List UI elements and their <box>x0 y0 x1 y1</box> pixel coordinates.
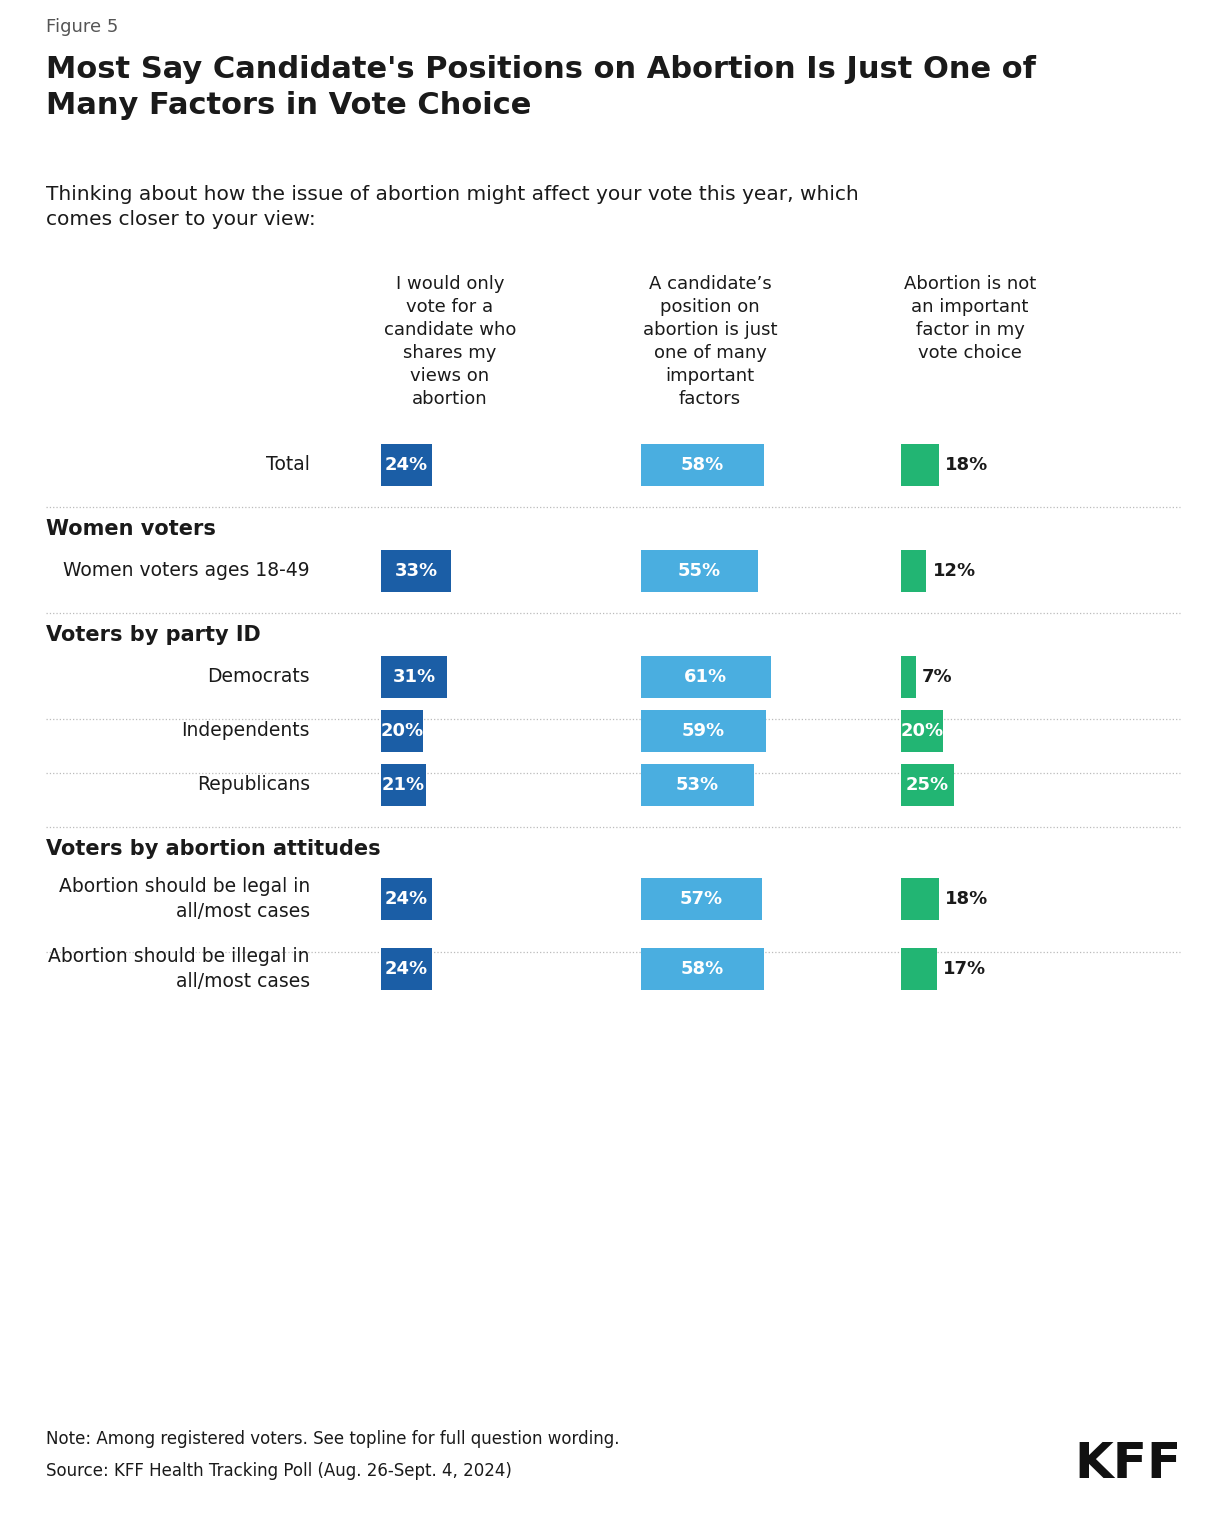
Text: Voters by abortion attitudes: Voters by abortion attitudes <box>46 839 381 859</box>
Text: 7%: 7% <box>922 668 953 686</box>
Text: Total: Total <box>266 455 310 475</box>
Bar <box>640 879 762 920</box>
Text: I would only
vote for a
candidate who
shares my
views on
abortion: I would only vote for a candidate who sh… <box>384 275 516 408</box>
Text: 24%: 24% <box>386 889 428 908</box>
Bar <box>902 711 943 752</box>
Text: Figure 5: Figure 5 <box>46 18 118 37</box>
Text: 21%: 21% <box>382 776 425 795</box>
Text: Abortion should be legal in
all/most cases: Abortion should be legal in all/most cas… <box>59 877 310 921</box>
Text: 17%: 17% <box>943 960 986 978</box>
Text: 55%: 55% <box>678 562 721 581</box>
Text: 53%: 53% <box>676 776 719 795</box>
Text: Women voters ages 18-49: Women voters ages 18-49 <box>63 561 310 581</box>
Text: 18%: 18% <box>946 889 988 908</box>
Text: 24%: 24% <box>386 455 428 474</box>
Text: 61%: 61% <box>684 668 727 686</box>
Text: 12%: 12% <box>932 562 976 581</box>
Text: 18%: 18% <box>946 455 988 474</box>
Bar <box>381 947 432 990</box>
Text: 20%: 20% <box>381 723 423 740</box>
Bar <box>381 656 447 698</box>
Bar <box>902 656 916 698</box>
Bar <box>381 445 432 486</box>
Bar <box>381 550 451 591</box>
Text: 58%: 58% <box>681 455 725 474</box>
Text: 59%: 59% <box>682 723 725 740</box>
Bar <box>640 656 771 698</box>
Bar <box>640 947 764 990</box>
Text: 24%: 24% <box>386 960 428 978</box>
Text: Abortion should be illegal in
all/most cases: Abortion should be illegal in all/most c… <box>49 947 310 990</box>
Text: Republicans: Republicans <box>196 776 310 795</box>
Text: Note: Among registered voters. See topline for full question wording.: Note: Among registered voters. See topli… <box>46 1430 620 1449</box>
Bar <box>902 550 926 591</box>
Text: KFF: KFF <box>1075 1439 1182 1488</box>
Bar <box>381 764 426 805</box>
Bar <box>640 445 764 486</box>
Text: Most Say Candidate's Positions on Abortion Is Just One of
Many Factors in Vote C: Most Say Candidate's Positions on Aborti… <box>46 55 1036 119</box>
Bar <box>902 764 954 805</box>
Text: 33%: 33% <box>394 562 438 581</box>
Text: Thinking about how the issue of abortion might affect your vote this year, which: Thinking about how the issue of abortion… <box>46 185 859 229</box>
Text: Source: KFF Health Tracking Poll (Aug. 26-Sept. 4, 2024): Source: KFF Health Tracking Poll (Aug. 2… <box>46 1462 512 1481</box>
Bar <box>640 711 766 752</box>
Bar <box>902 445 939 486</box>
Bar <box>381 879 432 920</box>
Bar <box>902 879 939 920</box>
Text: 57%: 57% <box>680 889 723 908</box>
Bar <box>640 550 758 591</box>
Text: 20%: 20% <box>900 723 944 740</box>
Text: 25%: 25% <box>906 776 949 795</box>
Text: Independents: Independents <box>182 721 310 741</box>
Text: Women voters: Women voters <box>46 520 216 539</box>
Text: 58%: 58% <box>681 960 725 978</box>
Text: A candidate’s
position on
abortion is just
one of many
important
factors: A candidate’s position on abortion is ju… <box>643 275 777 408</box>
Text: 31%: 31% <box>393 668 436 686</box>
Bar <box>902 947 937 990</box>
Text: Democrats: Democrats <box>207 668 310 686</box>
Text: Abortion is not
an important
factor in my
vote choice: Abortion is not an important factor in m… <box>904 275 1036 362</box>
Bar <box>381 711 423 752</box>
Bar <box>640 764 754 805</box>
Text: Voters by party ID: Voters by party ID <box>46 625 261 645</box>
